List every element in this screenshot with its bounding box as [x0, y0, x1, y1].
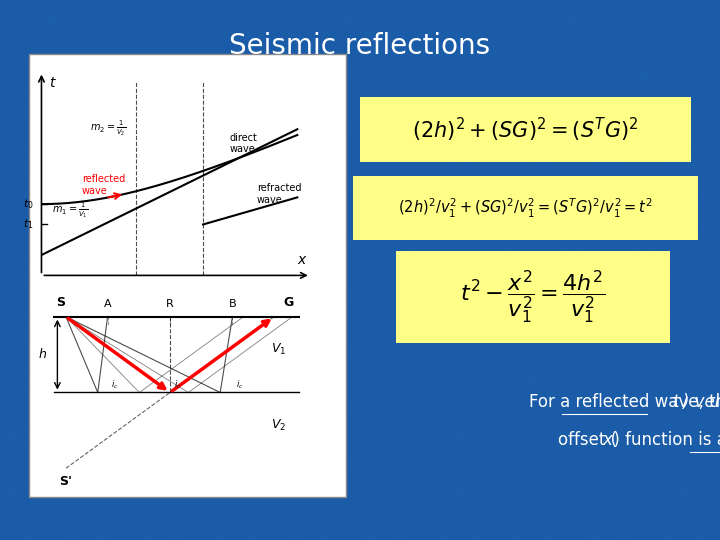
Text: S: S — [43, 288, 50, 298]
Text: $t^{2} - \dfrac{x^{2}}{v_{1}^{2}} = \dfrac{4h^{2}}{v_{1}^{2}}$: $t^{2} - \dfrac{x^{2}}{v_{1}^{2}} = \dfr… — [460, 268, 606, 326]
Text: $V_1$: $V_1$ — [271, 342, 287, 357]
FancyBboxPatch shape — [29, 54, 346, 497]
Text: $t_1$: $t_1$ — [23, 218, 33, 231]
Text: $x_{cr}$: $x_{cr}$ — [194, 288, 212, 299]
Text: $m_2=\frac{1}{V_2}$: $m_2=\frac{1}{V_2}$ — [90, 119, 126, 138]
Text: $(2h)^{2}/v_{1}^{2} + (SG)^{2}/v_{1}^{2} = (S^{T}G)^{2}/v_{1}^{2} = t^{2}$: $(2h)^{2}/v_{1}^{2} + (SG)^{2}/v_{1}^{2}… — [398, 197, 653, 219]
Text: $i_c$: $i_c$ — [112, 378, 119, 390]
Text: $m_1=\frac{1}{V_1}$: $m_1=\frac{1}{V_1}$ — [53, 200, 89, 220]
Text: S: S — [56, 296, 65, 309]
Text: ) function is a hyperbola.: ) function is a hyperbola. — [610, 431, 720, 449]
Text: reflected
wave: reflected wave — [82, 174, 125, 195]
Text: R: R — [166, 299, 174, 309]
Text: $i_c$: $i_c$ — [174, 378, 181, 390]
Text: Seismic reflections: Seismic reflections — [230, 32, 490, 60]
Text: h: h — [38, 348, 46, 361]
Text: offset: offset — [161, 304, 192, 314]
Text: B: B — [229, 299, 236, 309]
Text: $t_0$: $t_0$ — [22, 197, 33, 211]
Text: $x_c$: $x_c$ — [129, 288, 143, 299]
Text: $V_2$: $V_2$ — [271, 417, 287, 433]
Text: A: A — [104, 299, 112, 309]
Text: t: t — [50, 76, 55, 90]
FancyBboxPatch shape — [360, 97, 691, 162]
Text: S': S' — [60, 475, 73, 488]
Text: t ) versus: t ) versus — [673, 393, 720, 411]
Text: For a reflected wave, the arrival time (: For a reflected wave, the arrival time ( — [529, 393, 720, 411]
Text: $(2h)^{2} + (SG)^{2} = (S^{T}G)^{2}$: $(2h)^{2} + (SG)^{2} = (S^{T}G)^{2}$ — [412, 116, 639, 144]
Text: x: x — [603, 431, 613, 449]
Text: direct
wave: direct wave — [230, 133, 258, 154]
Text: refracted
wave: refracted wave — [257, 183, 302, 205]
Text: $i_c$: $i_c$ — [236, 378, 243, 390]
Text: x: x — [297, 253, 305, 267]
Text: G: G — [284, 296, 294, 309]
FancyBboxPatch shape — [396, 251, 670, 343]
Text: offset (: offset ( — [558, 431, 621, 449]
FancyBboxPatch shape — [353, 176, 698, 240]
